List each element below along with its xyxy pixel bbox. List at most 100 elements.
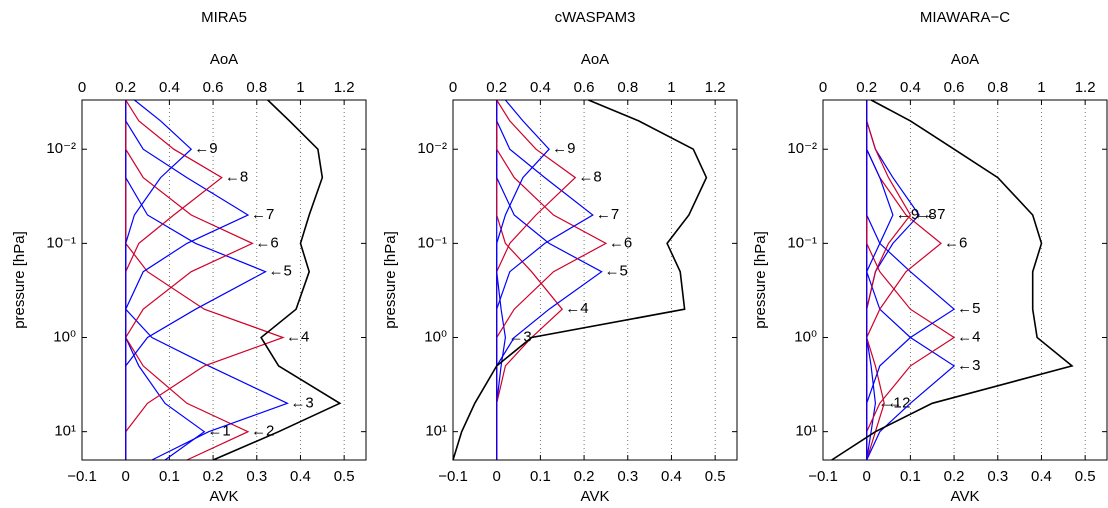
aoa-line	[212, 99, 342, 461]
aoa-line	[452, 99, 708, 461]
x-axis-label: AVK	[951, 488, 980, 505]
y-tick-label: 10⁰	[794, 328, 817, 345]
curve-label: ←5	[957, 300, 980, 317]
x2-tick-label: 0.2	[115, 79, 136, 96]
curve-label: ←3	[957, 357, 980, 374]
y-tick-label: 10¹	[795, 423, 817, 440]
curve-label: ←7	[251, 206, 274, 223]
y-tick-label: 10¹	[425, 423, 447, 440]
y-tick-label: 10⁻²	[417, 140, 447, 157]
x-tick-label: 0.2	[574, 468, 595, 485]
curve-label: ←8	[225, 169, 248, 186]
y-tick-label: 10⁻²	[787, 140, 817, 157]
x-tick-label: 0.5	[1075, 468, 1096, 485]
curve-label: ←2	[251, 423, 274, 440]
x-tick-label: 0.2	[203, 468, 224, 485]
curve-label: ←1	[207, 423, 230, 440]
x-axis-label: AVK	[581, 488, 610, 505]
x-tick-label: 0.1	[530, 468, 551, 485]
x-tick-label: 0.3	[246, 468, 267, 485]
curve-label: ←9	[194, 140, 217, 157]
panel-title: cWASPAM3	[555, 9, 636, 26]
curve-label: ←4	[957, 328, 980, 345]
y-axis-label: pressure [hPa]	[11, 231, 28, 329]
curve-label: ←5	[269, 263, 292, 280]
x2-axis-label: AoA	[581, 51, 609, 68]
x-tick-label: 0.5	[334, 468, 355, 485]
x-tick-label: 0.2	[944, 468, 965, 485]
curve-label: ←7	[922, 206, 945, 223]
x2-tick-label: 1.2	[334, 79, 355, 96]
x2-tick-label: 0.2	[856, 79, 877, 96]
x2-tick-label: 0	[449, 79, 457, 96]
x-tick-label: 0	[122, 468, 130, 485]
x2-tick-label: 0.6	[574, 79, 595, 96]
x-tick-label: 0.3	[987, 468, 1008, 485]
x2-tick-label: 0.6	[203, 79, 224, 96]
avk-line	[866, 100, 877, 461]
plot-frame	[822, 99, 1108, 461]
y-axis-label: pressure [hPa]	[752, 231, 769, 329]
curve-label: ←2	[887, 394, 910, 411]
curve-label: ←6	[609, 234, 632, 251]
x2-tick-label: 0.4	[530, 79, 551, 96]
x-tick-label: 0.3	[617, 468, 638, 485]
x-tick-label: −0.1	[438, 468, 468, 485]
y-tick-label: 10⁻¹	[787, 234, 817, 251]
plot-frame	[452, 99, 738, 461]
curve-label: ←6	[944, 234, 967, 251]
x2-tick-label: 1	[1037, 79, 1045, 96]
x2-tick-label: 0.8	[617, 79, 638, 96]
aoa-line	[831, 99, 1074, 461]
avk-line	[496, 100, 507, 460]
avk-line	[125, 99, 193, 460]
y-axis-label: pressure [hPa]	[382, 231, 399, 329]
x-axis-label: AVK	[210, 488, 239, 505]
x2-tick-label: 0	[78, 79, 86, 96]
y-tick-label: 10⁻¹	[417, 234, 447, 251]
curve-label: ←8	[578, 169, 601, 186]
curve-label: ←9	[552, 140, 575, 157]
panel: MIRA5 AoA AVK pressure [hPa] −0.1 0 0.1 0.2 0.3 0…	[11, 9, 367, 505]
curve-label: ←6	[255, 234, 278, 251]
x-tick-label: 0.1	[159, 468, 180, 485]
curve-label: ←3	[508, 328, 531, 345]
x-tick-label: 0	[493, 468, 501, 485]
x2-tick-label: 0	[819, 79, 827, 96]
x2-tick-label: 1.2	[1075, 79, 1096, 96]
x2-tick-label: 0.2	[486, 79, 507, 96]
panel: cWASPAM3 AoA AVK pressure [hPa] −0.1 0 0.1 0.2 0…	[382, 9, 738, 505]
panel: MIAWARA−C AoA AVK pressure [hPa] −0.1 0 0.1 0.2…	[752, 9, 1108, 505]
x2-tick-label: 1	[296, 79, 304, 96]
curve-label: ←7	[596, 206, 619, 223]
curve-label: ←4	[286, 328, 309, 345]
x-tick-label: −0.1	[808, 468, 838, 485]
x-tick-label: 0	[863, 468, 871, 485]
x-tick-label: 0.5	[705, 468, 726, 485]
y-tick-label: 10⁻¹	[46, 234, 76, 251]
x-tick-label: 0.4	[661, 468, 682, 485]
y-tick-label: 10⁰	[424, 328, 447, 345]
x2-tick-label: 0.8	[987, 79, 1008, 96]
curve-label: ←8	[913, 206, 936, 223]
x2-tick-label: 0.4	[159, 79, 180, 96]
y-tick-label: 10⁻²	[46, 140, 76, 157]
x2-tick-label: 0.6	[944, 79, 965, 96]
curve-label: ←4	[565, 300, 588, 317]
curve-label: ←3	[290, 394, 313, 411]
x2-axis-label: AoA	[210, 51, 238, 68]
x2-tick-label: 0.8	[246, 79, 267, 96]
x2-tick-label: 0.4	[900, 79, 921, 96]
avk-line	[866, 100, 894, 460]
plot-frame	[81, 99, 367, 461]
avk-line	[496, 99, 550, 460]
y-tick-label: 10¹	[54, 423, 76, 440]
x2-tick-label: 1	[667, 79, 675, 96]
x2-axis-label: AoA	[951, 51, 979, 68]
x-tick-label: −0.1	[67, 468, 97, 485]
avk-line	[496, 100, 603, 460]
x-tick-label: 0.4	[1031, 468, 1052, 485]
panel-title: MIRA5	[201, 9, 247, 26]
curve-label: ←9	[896, 206, 919, 223]
